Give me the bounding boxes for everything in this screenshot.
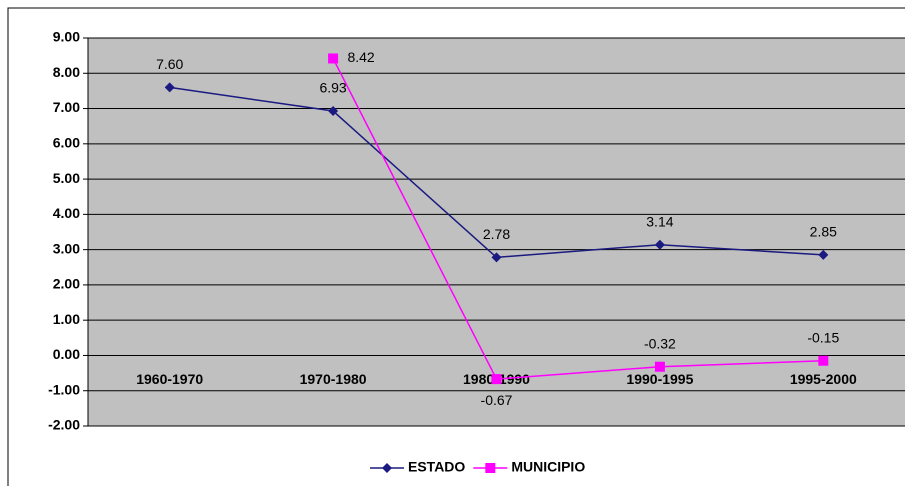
point [654,239,665,250]
point [164,82,175,93]
y-tick-label: 7.00 [53,99,80,115]
x-tick-label: 1960-1970 [136,371,203,387]
data-label: 2.78 [483,226,510,242]
y-tick-label: 0.00 [53,346,80,362]
point [382,463,392,473]
y-tick-label: 6.00 [53,135,80,151]
point [491,252,502,263]
y-tick-label: -1.00 [48,381,80,397]
point [485,463,496,473]
point [491,374,502,385]
x-tick-label: 1990-1995 [626,371,693,387]
x-tick-label: 1995-2000 [790,371,857,387]
y-tick-label: -2.00 [48,417,80,433]
point [328,53,339,64]
point [654,361,665,372]
data-label: 6.93 [319,80,346,96]
y-tick-label: 1.00 [53,311,80,327]
legend-label: ESTADO [408,459,465,475]
data-label: -0.32 [644,335,676,351]
data-label: 2.85 [810,224,837,240]
y-tick-label: 9.00 [53,29,80,45]
data-label: -0.15 [807,329,839,345]
data-label: 7.60 [156,56,183,72]
y-tick-label: 3.00 [53,240,80,256]
x-tick-label: 1970-1980 [300,371,367,387]
plot-area [88,38,905,426]
data-label: -0.67 [481,392,513,408]
data-label: 8.42 [347,49,374,65]
point [818,355,829,366]
series-line [332,58,824,380]
point [328,106,339,117]
data-label: 3.14 [646,213,673,229]
y-tick-label: 2.00 [53,276,80,292]
point [818,249,829,260]
y-tick-label: 8.00 [53,64,80,80]
y-tick-label: 4.00 [53,205,80,221]
legend-label: MUNICIPIO [511,459,585,475]
y-tick-label: 5.00 [53,170,80,186]
